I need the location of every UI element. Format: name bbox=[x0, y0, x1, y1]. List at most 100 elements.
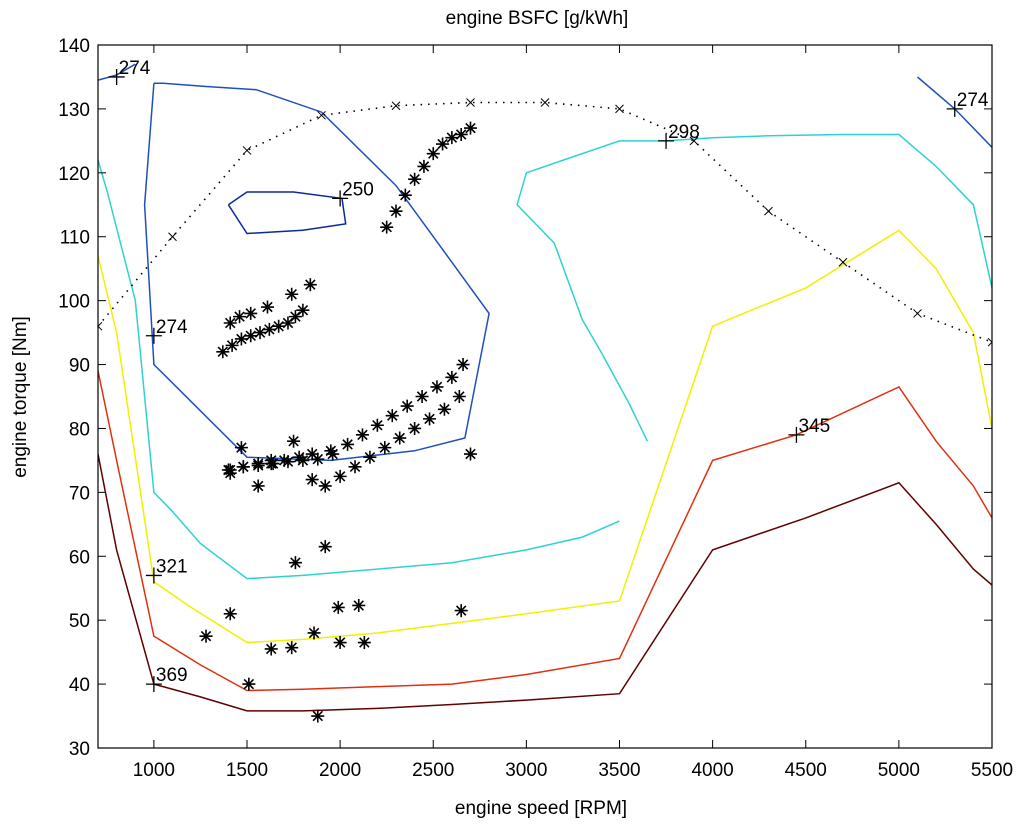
operating-point bbox=[324, 444, 338, 458]
y-tick-label: 90 bbox=[69, 356, 90, 377]
operating-point bbox=[445, 131, 459, 145]
series-line-8 bbox=[98, 453, 992, 712]
operating-point bbox=[287, 434, 301, 448]
series-line-7 bbox=[98, 370, 992, 692]
operating-point bbox=[380, 220, 394, 234]
contour-label: 274 bbox=[957, 90, 989, 111]
y-tick-label: 110 bbox=[60, 228, 90, 249]
contour-label: 274 bbox=[119, 58, 151, 79]
contour-label: 321 bbox=[156, 556, 188, 577]
contour-label: 250 bbox=[342, 179, 374, 200]
operating-point bbox=[296, 303, 310, 317]
operating-point bbox=[262, 322, 276, 336]
operating-point bbox=[281, 316, 295, 330]
operating-point bbox=[454, 604, 468, 618]
operating-point bbox=[223, 466, 237, 480]
contour-label-marker bbox=[145, 327, 162, 344]
series-line-1 bbox=[143, 82, 490, 462]
x-tick-label: 4000 bbox=[691, 760, 733, 781]
operating-point bbox=[400, 399, 414, 413]
series-line-5 bbox=[516, 133, 992, 442]
operating-point bbox=[251, 479, 265, 493]
operating-point bbox=[398, 188, 412, 202]
operating-point bbox=[281, 455, 295, 469]
operating-point bbox=[423, 412, 437, 426]
contour-label-marker bbox=[108, 68, 125, 85]
contour-label: 298 bbox=[668, 122, 700, 143]
operating-point bbox=[253, 326, 267, 340]
x-tick-label: 4500 bbox=[785, 760, 827, 781]
y-tick-label: 50 bbox=[69, 611, 90, 632]
operating-point bbox=[454, 127, 468, 141]
operating-point bbox=[225, 338, 239, 352]
x-tick-label: 5000 bbox=[878, 760, 920, 781]
operating-point bbox=[311, 452, 325, 466]
operating-point bbox=[355, 428, 369, 442]
operating-point bbox=[305, 447, 319, 461]
operating-point bbox=[251, 459, 265, 473]
operating-point bbox=[430, 380, 444, 394]
operating-point bbox=[437, 402, 451, 416]
operating-point bbox=[236, 460, 250, 474]
operating-point bbox=[352, 598, 366, 612]
operating-point bbox=[242, 677, 256, 691]
operating-point bbox=[264, 457, 278, 471]
operating-point bbox=[370, 418, 384, 432]
operating-point bbox=[445, 370, 459, 384]
x-tick-label: 3000 bbox=[505, 760, 547, 781]
axes-box bbox=[97, 44, 993, 749]
max-torque-marker bbox=[242, 146, 252, 155]
operating-point bbox=[223, 607, 237, 621]
x-tick-label: 2000 bbox=[319, 760, 361, 781]
operating-point bbox=[264, 642, 278, 656]
operating-point bbox=[288, 556, 302, 570]
max-torque-marker bbox=[98, 321, 103, 331]
plot-content: 274 274 250 298 274 345 321 369 bbox=[98, 58, 992, 723]
contour-label-marker bbox=[946, 100, 963, 117]
max-torque-marker bbox=[913, 309, 922, 318]
chart-title: engine BSFC [g/kWh] bbox=[446, 8, 629, 29]
operating-point bbox=[333, 469, 347, 483]
operating-point bbox=[244, 329, 258, 343]
operating-point bbox=[452, 390, 466, 403]
contour-label-marker bbox=[145, 676, 162, 693]
operating-point bbox=[285, 287, 299, 301]
x-tick-label: 2500 bbox=[412, 760, 454, 781]
operating-point bbox=[456, 358, 470, 372]
operating-point bbox=[333, 636, 347, 650]
operating-point bbox=[417, 159, 431, 173]
max-torque-marker bbox=[391, 101, 401, 111]
operating-point bbox=[348, 460, 362, 474]
x-tick-label: 5500 bbox=[971, 760, 1013, 781]
max-torque-marker bbox=[689, 136, 699, 146]
operating-point bbox=[393, 431, 407, 445]
operating-point bbox=[341, 437, 355, 451]
operating-point bbox=[277, 453, 291, 467]
operating-point bbox=[408, 421, 422, 435]
contour-label-marker bbox=[788, 426, 805, 443]
operating-point bbox=[307, 626, 321, 640]
operating-point bbox=[303, 278, 317, 292]
operating-point bbox=[216, 345, 230, 359]
y-tick-label: 60 bbox=[69, 547, 90, 568]
operating-point bbox=[415, 390, 429, 403]
y-tick-label: 80 bbox=[69, 419, 90, 440]
operating-point bbox=[296, 453, 310, 467]
max-torque-marker bbox=[168, 232, 177, 242]
max-torque-marker bbox=[987, 337, 992, 347]
operating-point bbox=[464, 447, 477, 461]
y-tick-label: 140 bbox=[58, 36, 90, 57]
operating-point bbox=[389, 204, 403, 218]
x-tick-label: 1500 bbox=[226, 760, 268, 781]
y-tick-label: 130 bbox=[58, 100, 90, 121]
operating-point bbox=[233, 310, 247, 324]
operating-point bbox=[464, 121, 477, 135]
operating-point bbox=[318, 479, 332, 493]
y-tick-label: 100 bbox=[58, 292, 90, 313]
y-axis-label: engine torque [Nm] bbox=[10, 316, 31, 478]
operating-point bbox=[244, 306, 258, 320]
operating-point bbox=[221, 463, 235, 477]
operating-point bbox=[318, 540, 332, 554]
